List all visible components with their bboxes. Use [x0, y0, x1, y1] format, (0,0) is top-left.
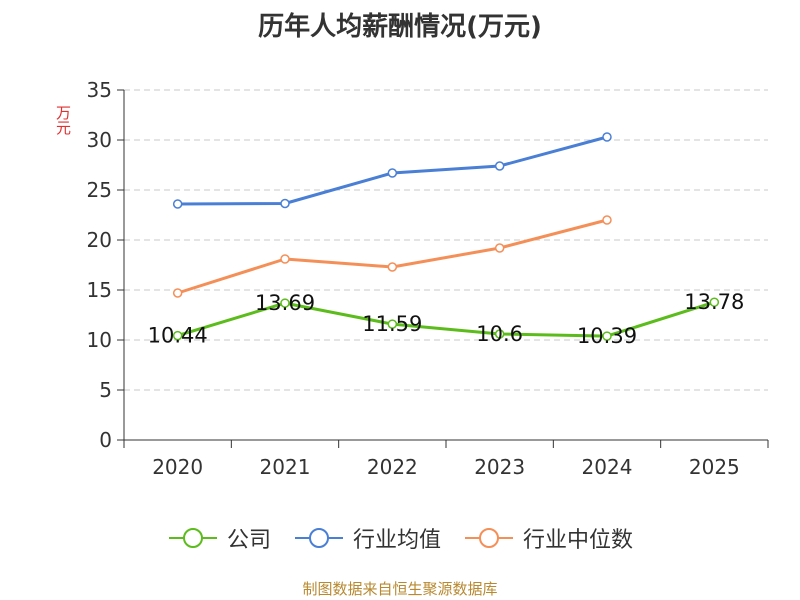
legend: 公司 行业均值 行业中位数: [0, 518, 800, 558]
data-point-industry_avg: [602, 132, 612, 142]
legend-label-industry-median: 行业中位数: [523, 528, 634, 553]
data-point-industry_avg: [172, 199, 183, 209]
data-point-industry_median: [494, 243, 505, 253]
x-tick-label: 2025: [689, 455, 740, 479]
data-point-industry_median: [602, 215, 612, 225]
y-tick-label: 35: [87, 78, 112, 102]
series-line-company: [176, 300, 716, 338]
y-tick-label: 25: [87, 178, 112, 202]
y-tick-label: 15: [87, 278, 112, 302]
data-point-company: [494, 329, 505, 339]
legend-item-industry-median[interactable]: 行业中位数: [463, 522, 633, 554]
data-label: 10.44: [148, 324, 208, 348]
legend-marker-industry-median: [465, 528, 513, 548]
y-tick-label: 20: [87, 228, 112, 252]
legend-label-company: 公司: [226, 528, 271, 553]
y-axis-label: 万元: [54, 105, 72, 135]
y-tick-label: 5: [99, 378, 112, 402]
data-point-company: [172, 330, 183, 341]
legend-item-industry-avg[interactable]: 行业均值: [293, 522, 441, 554]
legend-item-company[interactable]: 公司: [167, 522, 271, 554]
chart-title: 历年人均薪酬情况(万元): [258, 12, 542, 42]
data-point-company: [387, 319, 398, 329]
data-point-industry_avg: [494, 161, 505, 171]
series-line-industry_median: [176, 218, 609, 295]
x-tick-label: 2024: [582, 455, 633, 479]
legend-marker-industry-avg: [294, 528, 343, 548]
data-point-industry_median: [172, 288, 183, 298]
data-point-company: [280, 298, 290, 308]
legend-marker-company: [168, 528, 217, 548]
legend-label-industry-avg: 行业均值: [352, 528, 441, 553]
data-point-industry_avg: [280, 198, 290, 209]
data-label: 10.39: [577, 324, 637, 348]
data-point-industry_median: [280, 254, 290, 264]
data-point-company: [602, 331, 612, 341]
y-tick-label: 30: [87, 128, 112, 152]
y-tick-label: 0: [99, 428, 112, 452]
data-point-company: [709, 297, 720, 307]
data-label: 13.78: [684, 290, 744, 314]
y-tick-label: 10: [87, 328, 112, 352]
x-tick-label: 2022: [367, 455, 418, 479]
data-point-industry_avg: [387, 168, 398, 178]
data-point-industry_median: [387, 262, 398, 272]
data-label: 11.59: [362, 312, 422, 336]
data-label: 13.69: [255, 291, 315, 315]
x-tick-label: 2023: [474, 455, 525, 479]
x-tick-label: 2021: [260, 455, 311, 479]
data-source-note: 制图数据来自恒生聚源数据库: [302, 580, 498, 598]
data-label: 10.6: [476, 322, 523, 346]
x-tick-label: 2020: [152, 455, 203, 479]
